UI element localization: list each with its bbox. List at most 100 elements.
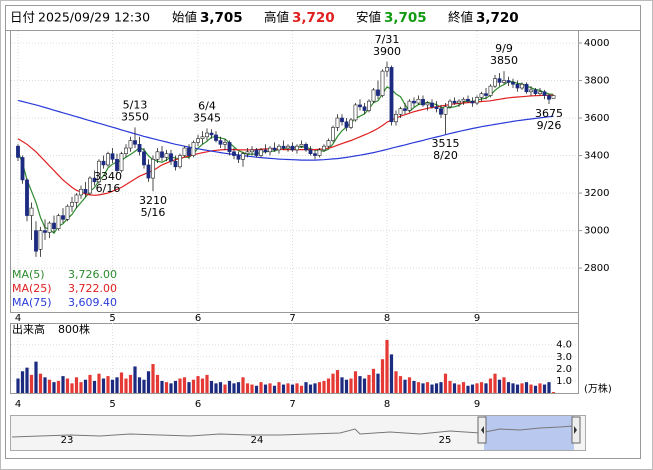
x-tick-label: 4 — [15, 399, 21, 410]
close-value: 3,720 — [476, 10, 519, 26]
candle-body — [376, 89, 380, 96]
volume-bar — [47, 379, 52, 393]
annotation-date: 8/20 — [433, 149, 458, 162]
volume-bar — [241, 377, 245, 393]
volume-bar — [434, 383, 439, 393]
annotation-date: 6/16 — [96, 182, 121, 195]
volume-bar — [70, 383, 74, 393]
candle-body — [106, 153, 110, 166]
volume-bar — [16, 378, 20, 393]
volume-bar — [110, 379, 115, 393]
candle-body — [538, 91, 542, 94]
candle-body — [349, 119, 353, 128]
candle-body — [25, 179, 29, 216]
candle-body — [385, 67, 389, 72]
candle-body — [236, 155, 241, 160]
volume-title: 出来高 — [12, 322, 45, 336]
volume-bar — [119, 372, 124, 393]
header: 日付 2025/09/29 12:30 始値 3,705 高値 3,720 安値… — [10, 10, 519, 27]
candle-body — [83, 189, 88, 194]
navigator-label: 25 — [439, 435, 452, 446]
candle-body — [29, 207, 34, 216]
datetime: 2025/09/29 12:30 — [38, 10, 150, 25]
candle-body — [65, 205, 70, 220]
volume-bar — [88, 374, 92, 393]
volume-bar — [515, 384, 520, 393]
volume-bar — [452, 383, 457, 393]
x-tick-label: 6 — [195, 313, 201, 324]
volume-bar — [146, 371, 151, 393]
candle-body — [380, 70, 385, 96]
y-tick-label: 3000 — [584, 226, 609, 237]
volume-bar — [272, 385, 277, 393]
volume-bar — [299, 385, 304, 393]
candle-body — [241, 153, 245, 160]
close-label: 終値 — [448, 10, 473, 25]
navigator-selection — [484, 416, 574, 450]
candle-body — [227, 142, 232, 153]
volume-bar — [34, 361, 38, 393]
candle-body — [164, 153, 169, 158]
volume-bar — [277, 382, 281, 393]
candle-body — [331, 127, 335, 141]
volume-bar — [547, 382, 551, 393]
volume-bar — [497, 379, 502, 393]
ma-line — [17, 94, 554, 196]
volume-bar — [142, 379, 146, 393]
volume-bar — [227, 380, 232, 393]
volume-bar — [79, 382, 83, 393]
candle-body — [43, 230, 47, 233]
volume-bar — [128, 374, 133, 393]
candle-body — [371, 89, 376, 102]
volume-bar — [385, 339, 389, 393]
candle-body — [529, 89, 533, 93]
annotation-value: 3675 — [535, 107, 563, 120]
volume-bar — [551, 392, 556, 393]
volume-bar — [358, 376, 362, 393]
volume-bar — [286, 383, 290, 393]
candle-body — [443, 106, 448, 115]
annotation-value: 3545 — [193, 111, 221, 124]
volume-bar — [115, 377, 119, 393]
candle-body — [295, 145, 299, 151]
navigator-arrow — [574, 426, 577, 434]
volume-bar — [38, 373, 43, 393]
volume-bar — [353, 371, 358, 393]
volume-bar — [502, 377, 506, 393]
volume-bar — [529, 384, 533, 393]
volume-bar — [335, 370, 340, 393]
candle-body — [506, 80, 511, 83]
annotation-value: 3850 — [490, 54, 518, 67]
volume-bar — [308, 384, 313, 393]
annotation-value: 3515 — [432, 137, 460, 150]
candle-body — [326, 140, 331, 147]
navigator-label: 24 — [251, 435, 264, 446]
candle-body — [38, 230, 43, 250]
candle-body — [286, 145, 290, 149]
volume-bar — [106, 376, 110, 393]
y-tick-label: 2.0 — [556, 364, 572, 375]
candle-body — [430, 102, 434, 108]
candle-body — [151, 159, 155, 179]
navigator-label: 23 — [61, 435, 74, 446]
candle-body — [268, 147, 272, 153]
volume-bar — [304, 382, 308, 393]
volume-bar — [259, 382, 263, 393]
candle-body — [290, 145, 295, 151]
candle-body — [173, 160, 178, 168]
candle-body — [452, 100, 457, 104]
annotation-date: 9/26 — [537, 119, 562, 132]
volume-bar — [367, 374, 371, 393]
volume-bar — [331, 373, 335, 393]
volume-bar — [322, 380, 326, 393]
volume-bar — [250, 384, 254, 393]
candle-body — [169, 153, 173, 162]
candle-body — [367, 100, 371, 111]
volume-bar — [340, 377, 344, 393]
volume-bar — [290, 384, 295, 393]
candle-body — [493, 78, 497, 87]
candle-body — [263, 149, 268, 153]
volume-bar — [245, 383, 250, 393]
volume-bar — [407, 377, 412, 393]
